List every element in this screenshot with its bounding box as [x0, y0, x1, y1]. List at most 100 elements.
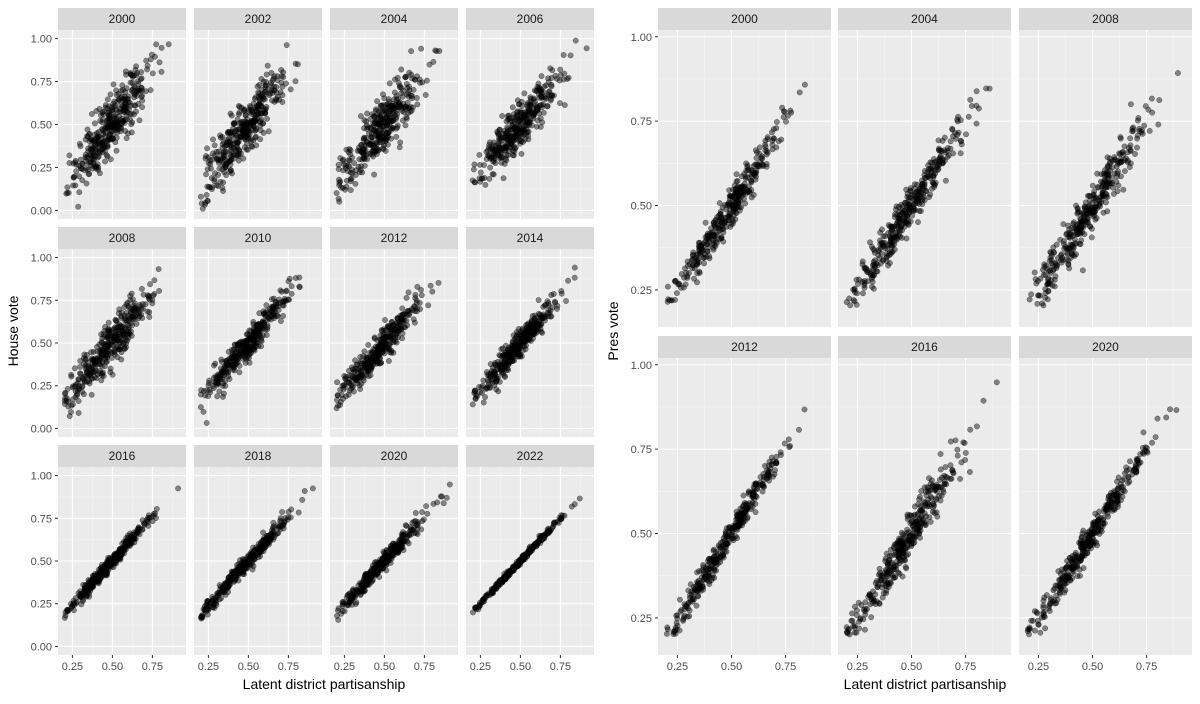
data-point: [243, 350, 248, 355]
data-point: [447, 482, 452, 487]
data-point: [103, 569, 108, 574]
data-point: [286, 515, 291, 520]
panel-2014: 2014: [466, 227, 594, 437]
data-point: [227, 578, 232, 583]
data-point: [505, 113, 510, 118]
data-point: [120, 98, 125, 103]
data-point: [491, 172, 496, 177]
data-point: [510, 105, 515, 110]
data-point: [519, 132, 524, 137]
data-point: [72, 366, 77, 371]
data-point: [295, 62, 300, 67]
data-point: [235, 140, 240, 145]
panel-2012: 2012: [330, 227, 458, 437]
data-point: [398, 140, 403, 145]
data-point: [240, 556, 245, 561]
data-point: [753, 177, 758, 182]
data-point: [534, 541, 539, 546]
data-point: [335, 393, 340, 398]
data-point: [349, 365, 354, 370]
data-point: [288, 87, 293, 92]
data-point: [94, 108, 99, 113]
data-point: [342, 373, 347, 378]
data-point: [67, 413, 72, 418]
data-point: [545, 527, 550, 532]
data-point: [119, 310, 124, 315]
data-point: [392, 77, 397, 82]
x-tick-label: 0.50: [510, 661, 531, 673]
x-tick-label: 0.25: [470, 661, 491, 673]
data-point: [765, 150, 770, 155]
data-point: [501, 176, 506, 181]
data-point: [87, 131, 92, 136]
data-point: [110, 137, 115, 142]
data-point: [386, 97, 391, 102]
data-point: [735, 178, 740, 183]
data-point: [107, 327, 112, 332]
data-point: [487, 165, 492, 170]
data-point: [293, 275, 298, 280]
data-point: [528, 322, 533, 327]
data-point: [365, 125, 370, 130]
data-point: [99, 378, 104, 383]
data-point: [217, 166, 222, 171]
data-point: [431, 59, 436, 64]
data-point: [530, 110, 535, 115]
data-point: [206, 155, 211, 160]
facet-label: 2008: [109, 231, 136, 245]
data-point: [247, 103, 252, 108]
data-point: [200, 615, 205, 620]
data-point: [344, 147, 349, 152]
facet-label: 2002: [245, 12, 272, 26]
data-point: [418, 46, 423, 51]
data-point: [228, 162, 233, 167]
data-point: [408, 93, 413, 98]
data-point: [519, 151, 524, 156]
data-point: [481, 378, 486, 383]
data-point: [490, 590, 495, 595]
data-point: [134, 531, 139, 536]
data-point: [503, 572, 508, 577]
data-point: [96, 579, 101, 584]
data-point: [705, 249, 710, 254]
data-point: [243, 360, 248, 365]
data-point: [430, 289, 435, 294]
data-point: [444, 495, 449, 500]
data-point: [124, 319, 129, 324]
data-point: [347, 591, 352, 596]
data-point: [255, 84, 260, 89]
data-point: [734, 172, 739, 177]
data-point: [125, 131, 130, 136]
data-point: [124, 86, 129, 91]
data-point: [223, 383, 228, 388]
data-point: [264, 72, 269, 77]
data-point: [534, 330, 539, 335]
data-point: [562, 71, 567, 76]
data-point: [387, 81, 392, 86]
data-point: [340, 158, 345, 163]
data-point: [536, 297, 541, 302]
data-point: [175, 486, 180, 491]
data-point: [504, 353, 509, 358]
data-point: [251, 332, 256, 337]
data-point: [527, 548, 532, 553]
data-point: [404, 104, 409, 109]
data-point: [257, 102, 262, 107]
data-point: [222, 162, 227, 167]
data-point: [366, 342, 371, 347]
data-point: [686, 270, 691, 275]
data-point: [695, 271, 700, 276]
data-point: [513, 145, 518, 150]
data-point: [222, 169, 227, 174]
data-point: [126, 305, 131, 310]
data-point: [220, 185, 225, 190]
data-point: [64, 396, 69, 401]
data-point: [517, 102, 522, 107]
data-point: [522, 91, 527, 96]
data-point: [364, 111, 369, 116]
